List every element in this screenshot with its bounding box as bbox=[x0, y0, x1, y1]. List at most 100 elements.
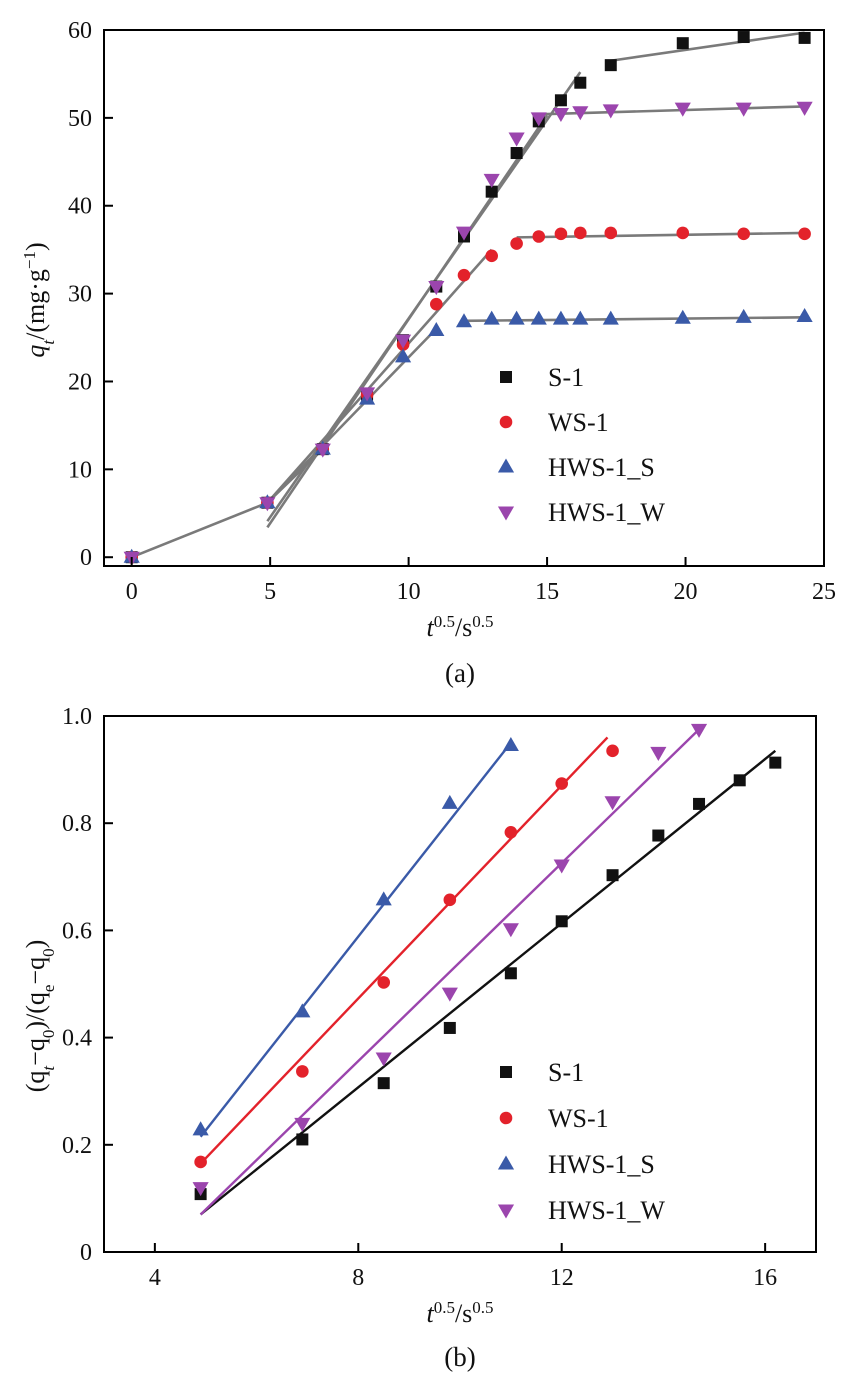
legend-a: S-1 WS-1 HWS-1_S HWS-1_W bbox=[497, 363, 665, 527]
data-point-s1 bbox=[604, 59, 617, 72]
data-point-hws1w bbox=[553, 859, 570, 874]
data-point-hws1s bbox=[294, 1003, 311, 1018]
data-point-ws1 bbox=[555, 777, 569, 790]
x-tick-label: 15 bbox=[535, 579, 559, 605]
legend-marker-ws1 bbox=[499, 1111, 513, 1125]
fit-line-hws1w bbox=[199, 728, 700, 1216]
y-axis-title-a: qt/(mg·g−1) bbox=[20, 242, 58, 357]
data-point-hws1w bbox=[604, 796, 621, 811]
data-point-ws1 bbox=[798, 227, 811, 241]
legend-marker-s1 bbox=[500, 1066, 512, 1078]
data-point-hws1s bbox=[735, 308, 752, 323]
data-point-hws1w bbox=[359, 387, 376, 402]
fit-line bbox=[266, 114, 549, 529]
data-point-ws1 bbox=[504, 826, 518, 839]
data-point-hws1w bbox=[259, 497, 276, 512]
fit-line bbox=[266, 327, 438, 504]
fit-lines-b bbox=[199, 728, 777, 1216]
legend-marker-s1 bbox=[500, 371, 512, 383]
data-point-ws1 bbox=[737, 227, 750, 241]
data-point-hws1w bbox=[572, 106, 589, 121]
data-point-hws1w bbox=[375, 1052, 392, 1067]
y-tick-label: 0.6 bbox=[62, 918, 92, 944]
data-point-s1 bbox=[377, 1077, 390, 1090]
legend-marker-hws1s bbox=[497, 458, 515, 473]
data-point-ws1 bbox=[457, 268, 471, 282]
x-tick-label: 4 bbox=[149, 1265, 161, 1291]
data-point-s1 bbox=[485, 185, 498, 198]
chart-panel-b: 4 8 12 16 0 0.2 0.4 0.6 0.8 1.0 S-1 WS-1 HWS-1_S HWS… bbox=[21, 704, 817, 1372]
data-point-hws1w bbox=[602, 104, 619, 119]
fit-lines-a bbox=[131, 31, 805, 559]
data-point-hws1s bbox=[395, 348, 412, 363]
legend-label-ws1: WS-1 bbox=[548, 1104, 609, 1133]
data-point-hws1s bbox=[428, 322, 445, 337]
legend-label-hws1w: HWS-1_W bbox=[548, 1196, 665, 1225]
y-tick-label: 0.2 bbox=[62, 1133, 92, 1159]
data-point-s1 bbox=[574, 76, 587, 89]
y-tick-label: 20 bbox=[68, 369, 92, 395]
data-point-hws1s bbox=[375, 891, 392, 906]
data-point-hws1s bbox=[441, 794, 458, 809]
data-point-hws1w bbox=[428, 281, 445, 296]
fit-line-hws1s bbox=[199, 742, 512, 1138]
data-point-hws1s bbox=[530, 310, 547, 325]
legend-marker-hws1s bbox=[497, 1155, 515, 1170]
data-point-hws1w bbox=[796, 101, 813, 116]
legend-label-s1: S-1 bbox=[548, 363, 584, 392]
data-point-hws1w bbox=[395, 334, 412, 349]
data-point-ws1 bbox=[606, 744, 619, 758]
data-point-hws1s bbox=[508, 310, 525, 325]
legend-marker-hws1w bbox=[497, 1204, 515, 1219]
y-tick-label: 0 bbox=[80, 1240, 92, 1266]
legend-label-hws1s: HWS-1_S bbox=[548, 1150, 655, 1179]
data-point-ws1 bbox=[296, 1065, 309, 1078]
legend-label-ws1: WS-1 bbox=[548, 408, 609, 437]
data-point-hws1w bbox=[552, 107, 569, 122]
data-point-hws1w bbox=[502, 923, 519, 938]
x-axis-title-b: t0.5/s0.5 bbox=[426, 1298, 493, 1329]
data-point-hws1w bbox=[508, 132, 525, 147]
data-point-hws1s bbox=[483, 310, 500, 325]
data-point-s1 bbox=[676, 37, 689, 50]
axis-ticks-a: 0 5 10 15 20 25 0 10 20 30 40 50 60 bbox=[68, 18, 836, 605]
y-tick-label: 50 bbox=[68, 106, 92, 132]
axis-ticks-b: 4 8 12 16 0 0.2 0.4 0.6 0.8 1.0 bbox=[62, 704, 777, 1291]
fit-line-ws1 bbox=[199, 736, 609, 1165]
x-tick-label: 25 bbox=[812, 579, 836, 605]
data-point-s1 bbox=[693, 797, 706, 810]
data-point-hws1w bbox=[735, 102, 752, 117]
data-point-hws1s bbox=[552, 310, 569, 325]
data-point-hws1s bbox=[192, 1121, 209, 1136]
y-tick-label: 0.4 bbox=[62, 1026, 92, 1052]
legend-b: S-1 WS-1 HWS-1_S HWS-1_W bbox=[497, 1058, 665, 1225]
data-point-hws1w bbox=[294, 1117, 311, 1132]
plot-area-frame-a bbox=[103, 29, 825, 567]
x-tick-label: 20 bbox=[674, 579, 698, 605]
y-tick-label: 40 bbox=[68, 194, 92, 220]
data-point-s1 bbox=[733, 774, 746, 787]
x-tick-label: 16 bbox=[753, 1265, 777, 1291]
data-point-ws1 bbox=[430, 297, 443, 311]
data-point-ws1 bbox=[574, 226, 587, 240]
data-point-hws1w bbox=[650, 746, 667, 761]
data-point-hws1s bbox=[502, 736, 519, 752]
legend-label-s1: S-1 bbox=[548, 1058, 584, 1087]
data-point-s1 bbox=[443, 1021, 456, 1034]
data-point-s1 bbox=[737, 31, 750, 44]
data-point-s1 bbox=[769, 756, 782, 769]
data-point-s1 bbox=[606, 869, 619, 882]
fit-line bbox=[131, 501, 268, 559]
data-point-s1 bbox=[554, 94, 567, 107]
x-tick-label: 10 bbox=[397, 579, 421, 605]
data-points-a bbox=[123, 31, 813, 566]
data-point-hws1s bbox=[602, 310, 619, 325]
legend-label-hws1w: HWS-1_W bbox=[548, 498, 665, 527]
legend-label-hws1s: HWS-1_S bbox=[548, 453, 655, 482]
data-point-hws1s bbox=[674, 309, 691, 324]
data-point-ws1 bbox=[485, 249, 498, 263]
data-point-hws1w bbox=[674, 102, 691, 117]
data-point-hws1s bbox=[572, 310, 589, 325]
legend-marker-hws1w bbox=[497, 506, 515, 521]
